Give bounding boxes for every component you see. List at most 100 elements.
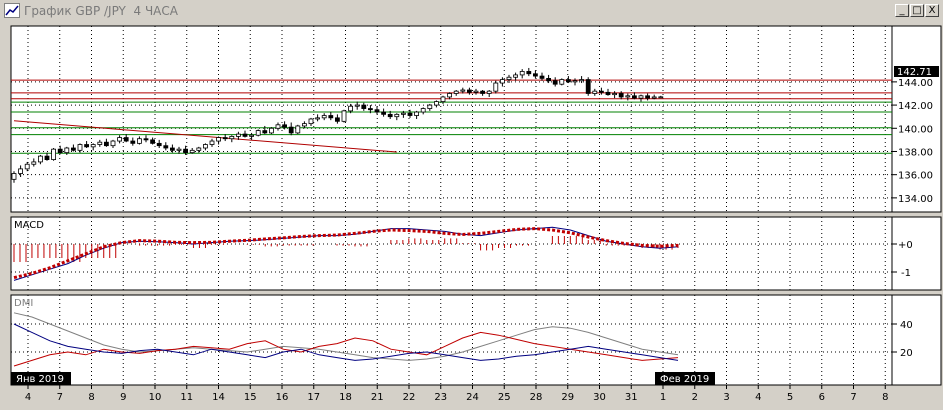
month-end-label: Фев 2019	[660, 374, 709, 385]
candle-body	[315, 117, 321, 120]
candle-body	[367, 108, 373, 111]
title-bar[interactable]: График GBP /JPY 4 ЧАСА _ □ X	[2, 2, 941, 20]
candle-body	[196, 147, 202, 151]
month-end-marker	[655, 372, 715, 385]
candle-body	[57, 148, 63, 154]
macd-label: MACD	[14, 220, 44, 231]
price-tick-label: 136.00	[898, 171, 933, 182]
candle-body	[64, 147, 70, 154]
candle-body	[585, 79, 591, 94]
dmi-tick-label-0: 40	[900, 320, 913, 331]
candle-body	[414, 111, 420, 116]
candle-body	[110, 140, 116, 147]
macd-vertical-grid	[27, 217, 886, 290]
candle-body	[209, 140, 215, 145]
time-tick-label: 15	[244, 392, 257, 403]
candle-body	[645, 95, 650, 99]
price-tick-label: 142.00	[898, 101, 933, 112]
candle-body	[328, 115, 334, 119]
candle-body	[612, 93, 617, 96]
candle-body	[493, 82, 499, 92]
time-tick-label: 10	[149, 392, 162, 403]
dmi-vertical-grid	[27, 295, 886, 385]
candle-body	[460, 89, 466, 92]
candle-body	[90, 144, 96, 148]
candle-body	[18, 168, 24, 174]
candle-body	[143, 138, 149, 141]
trendline[interactable]	[13, 120, 397, 153]
macd-tick-label-0: +0	[898, 240, 913, 251]
time-tick-label: 11	[180, 392, 193, 403]
time-tick-label: 2	[692, 392, 698, 403]
candle-body	[169, 147, 175, 151]
time-axis: Янв 2019 Фев 2019 4 7 8 9 10 11 14 15 16 17 18 21 22…	[11, 372, 888, 403]
candle-body	[301, 123, 307, 127]
price-horizontal-grid	[11, 81, 892, 199]
macd-panel: MACD +0 -1	[10, 216, 942, 291]
candle-body	[97, 141, 103, 145]
dmi-panel: DMI 40 20	[10, 294, 942, 386]
restore-button[interactable]: □	[910, 4, 924, 17]
candle-body	[572, 80, 578, 83]
price-vertical-grid	[27, 26, 886, 212]
candle-body	[381, 111, 387, 115]
candle-body	[519, 71, 525, 76]
time-tick-label: 30	[593, 392, 606, 403]
candle-body	[117, 137, 122, 142]
candle-body	[348, 105, 354, 112]
candle-body	[420, 108, 426, 113]
candle-body	[262, 130, 268, 134]
time-tick-label: 14	[212, 392, 225, 403]
time-tick-label: 9	[120, 392, 126, 403]
dmi-plus-di-line	[13, 331, 679, 367]
candle-body	[38, 155, 43, 163]
window-title: График GBP /JPY 4 ЧАСА	[24, 4, 178, 18]
candle-body	[526, 71, 532, 75]
candle-body	[638, 95, 644, 99]
candle-body	[506, 76, 512, 80]
candle-body	[453, 90, 459, 94]
price-tick-label: 144.00	[898, 78, 933, 89]
candle-body	[44, 155, 50, 160]
time-tick-label: 16	[276, 392, 289, 403]
price-axis-ticks: 144.00 142.00 140.00 138.00 136.00 134.00	[892, 78, 933, 205]
time-tick-label: 29	[561, 392, 574, 403]
candle-body	[242, 133, 248, 137]
dmi-panel-frame	[10, 294, 942, 386]
candle-body	[295, 125, 301, 134]
candle-body	[473, 90, 479, 93]
candle-body	[51, 148, 56, 161]
time-tick-label: 5	[787, 392, 793, 403]
candle-body	[202, 144, 208, 149]
time-tick-label: 4	[25, 392, 31, 403]
price-tick-label: 140.00	[898, 124, 933, 135]
time-tick-label: 6	[819, 392, 825, 403]
candle-body	[592, 90, 598, 94]
time-tick-label: 17	[307, 392, 320, 403]
time-tick-label: 7	[57, 392, 63, 403]
candle-body	[123, 137, 129, 142]
candle-body	[222, 137, 228, 140]
dmi-tick-label-1: 20	[900, 348, 913, 359]
minimize-button[interactable]: _	[895, 4, 909, 17]
close-button[interactable]: X	[925, 4, 939, 17]
price-tick-label: 138.00	[898, 147, 933, 158]
candle-body	[361, 104, 367, 109]
candle-body	[31, 161, 37, 165]
candle-body	[77, 144, 83, 151]
time-tick-label: 31	[625, 392, 638, 403]
candle-body	[130, 140, 136, 144]
candle-body	[433, 101, 439, 106]
candle-body	[486, 90, 492, 94]
candle-body	[658, 96, 664, 99]
time-axis-ticks: 4 7 8 9 10 11 14 15 16 17 18 21 22 23 24 25 28 29 30 31 1 2 3 4…	[25, 385, 888, 403]
candle-body	[546, 78, 551, 82]
chart-app-icon	[4, 3, 20, 18]
candle-body	[341, 110, 347, 122]
dmi-adx-line	[13, 312, 679, 361]
candle-body	[579, 79, 584, 82]
candle-body	[321, 115, 327, 119]
candle-body	[605, 91, 611, 96]
